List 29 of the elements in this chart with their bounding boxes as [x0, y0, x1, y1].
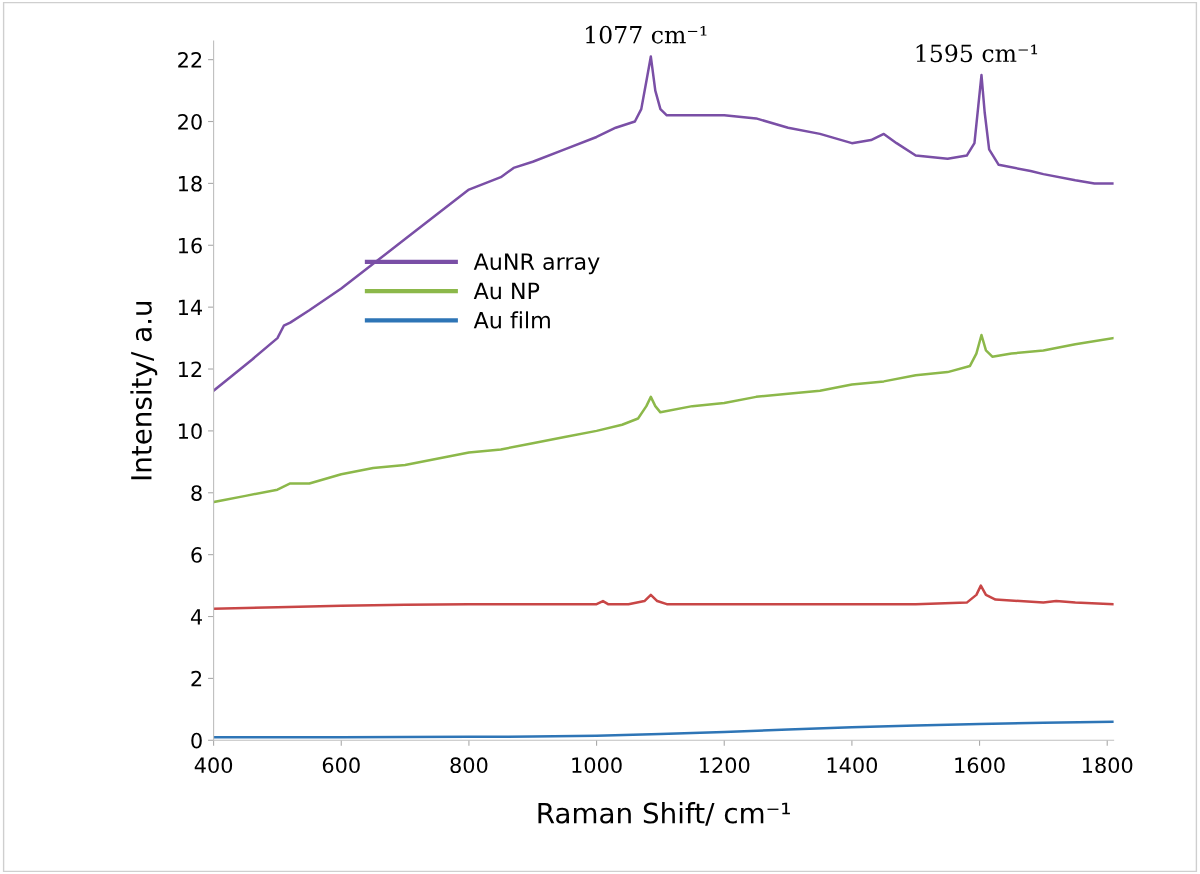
legend-label: Au film [473, 311, 550, 329]
x-tick-label: 1000 [572, 757, 622, 774]
x-axis-title: Raman Shift/ cm⁻¹ [538, 802, 790, 826]
y-tick-label: 14 [178, 299, 203, 316]
y-tick-label: 18 [178, 175, 202, 192]
y-tick-label: 20 [178, 113, 202, 130]
legend-label: AuNR array [473, 253, 600, 275]
y-tick-label: 12 [178, 361, 202, 377]
y-tick-label: 8 [191, 485, 202, 501]
y-axis-title: Intensity/ a.u [130, 301, 158, 480]
x-tick-label: 1600 [955, 757, 1005, 774]
y-tick-label: 16 [178, 237, 202, 254]
y-tick-label: 2 [191, 670, 202, 687]
x-tick-label: 1800 [1082, 757, 1133, 774]
legend-label: Au NP [473, 282, 540, 300]
y-tick-label: 22 [178, 52, 202, 68]
annotation: 1077 cm⁻¹ [586, 25, 707, 44]
x-tick-label: 600 [322, 757, 360, 774]
y-tick-label: 4 [190, 609, 203, 625]
x-tick-label: 800 [450, 757, 488, 774]
x-tick-label: 1400 [827, 757, 878, 774]
y-tick-label: 0 [191, 732, 202, 749]
annotation: 1595 cm⁻¹ [916, 44, 1038, 63]
x-tick-label: 400 [194, 757, 233, 774]
line-series [213, 584, 1114, 611]
y-tick-label: 6 [191, 547, 202, 563]
line-series [213, 333, 1114, 504]
y-tick-label: 10 [178, 423, 202, 440]
x-tick-label: 1200 [700, 757, 750, 774]
